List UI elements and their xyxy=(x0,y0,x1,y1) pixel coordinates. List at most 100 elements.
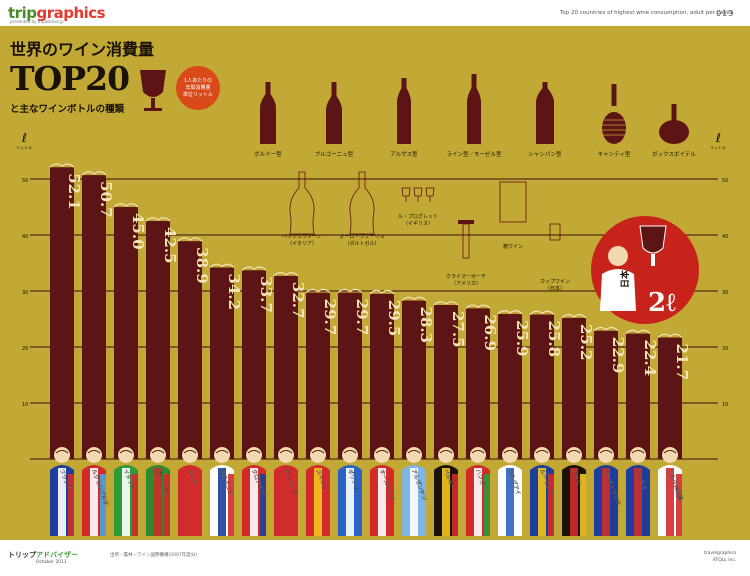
bar-cap xyxy=(497,310,523,315)
person-figure: マルタ共和国 xyxy=(658,447,685,536)
person-figure: スロベニア xyxy=(210,447,234,536)
corkscrew-icon xyxy=(458,220,474,224)
bar-cap xyxy=(529,310,555,315)
person-figure: オーストリア xyxy=(370,447,396,536)
y-tick-label: 40 xyxy=(22,234,28,240)
bar-item: 26.9 xyxy=(465,304,499,459)
face-icon xyxy=(470,447,486,463)
bar-value-label: 34.2 xyxy=(225,273,243,310)
person-figure: フランス xyxy=(50,447,74,536)
bar-item: 50.7 xyxy=(81,171,115,459)
alt-bottle-5: 箱ワイン xyxy=(499,181,527,250)
bar-cap xyxy=(465,304,491,309)
bar-cap xyxy=(305,288,331,294)
bar-item: 29.5 xyxy=(369,289,403,459)
chianti-bottle-icon xyxy=(611,84,617,106)
bar-value-label: 29.7 xyxy=(321,299,339,336)
alt-bottle-4: クライマーボーチ（アメリカ） xyxy=(446,220,486,287)
person-figure: スペイン xyxy=(306,447,330,536)
face-icon xyxy=(86,447,102,463)
glass-outline-icon xyxy=(425,187,435,197)
bar-item: 22.9 xyxy=(593,326,627,459)
bar xyxy=(242,270,266,459)
bar-cap xyxy=(113,203,139,208)
axis-unit-symbol-left: ℓ xyxy=(21,131,27,145)
bottle-1: ボルドー型 xyxy=(254,82,282,158)
bar xyxy=(594,330,618,459)
bar-item: 34.2 xyxy=(209,263,243,459)
person-figure: ギリシャ xyxy=(338,447,362,536)
bar xyxy=(466,308,490,459)
bar xyxy=(402,300,426,459)
bar-item: 52.1 xyxy=(49,163,83,460)
alt-bottle-label-sub: （アメリカ） xyxy=(451,281,481,287)
glass-outline-icon xyxy=(401,187,411,197)
bar-cap xyxy=(81,171,107,176)
bottle-types-row: ボルドー型 ブルゴーニュ型 アルザス型 ライン型／モーゼル型 シャンパン型 キャンティ型 ボ… xyxy=(254,74,696,158)
wine-bottle-icon xyxy=(536,82,554,144)
person-figure: スイス xyxy=(178,447,202,536)
bar-item: 33.7 xyxy=(241,266,275,459)
bar-cap xyxy=(49,163,75,168)
bar-item: 28.3 xyxy=(401,296,435,459)
japan-glass-icon xyxy=(639,225,667,254)
y-tick-label: 50 xyxy=(22,178,28,184)
face-icon xyxy=(182,447,198,463)
bar-item: 42.5 xyxy=(145,217,179,459)
bar-cap xyxy=(241,266,267,271)
y-tick-label-right: 20 xyxy=(722,346,728,352)
face-icon xyxy=(406,447,422,463)
bar-value-label: 27.5 xyxy=(449,311,467,348)
wine-glass-icon xyxy=(140,70,166,111)
face-icon xyxy=(534,447,550,463)
face-icon xyxy=(54,447,70,463)
y-tick-label-right: 50 xyxy=(722,178,728,184)
bottle-label: ボックスボイテル xyxy=(652,150,696,158)
japan-callout: 日本 2ℓ xyxy=(591,216,699,324)
bar-cap xyxy=(369,289,395,295)
footer-brand[interactable]: トリップアドバイザー xyxy=(8,551,78,559)
face-icon xyxy=(566,447,582,463)
bar-cap xyxy=(401,296,427,301)
y-tick-label-right: 40 xyxy=(722,234,728,240)
bar xyxy=(114,207,138,459)
bar-item: 25.9 xyxy=(497,310,531,459)
japan-label: 日本 xyxy=(619,269,631,288)
bar-value-label: 28.3 xyxy=(417,307,435,344)
bars-group: 52.1 50.7 45.0 42.5 38.9 34.2 33.7 32.7 29.7 29.7… xyxy=(49,163,691,460)
face-icon xyxy=(342,447,358,463)
person-figure: ポルトガル xyxy=(146,447,171,536)
bar-item: 25.8 xyxy=(529,310,563,459)
japan-body-icon xyxy=(600,269,636,311)
y-tick-label-right: 10 xyxy=(722,402,728,408)
face-icon xyxy=(246,447,262,463)
site-logo[interactable]: tripgraphics xyxy=(8,4,106,22)
alt-bottle-label-sub: （イギリス） xyxy=(403,221,433,227)
bar xyxy=(306,292,330,459)
y-tick-label-right: 30 xyxy=(722,290,728,296)
person-figure: ウルグアイ xyxy=(498,447,523,536)
bottle-6: キャンティ型 xyxy=(598,84,631,158)
person-figure: クロアチア xyxy=(242,447,266,536)
bar-value-label: 25.2 xyxy=(577,324,595,361)
bar-item: 25.2 xyxy=(561,314,595,459)
face-icon xyxy=(438,447,454,463)
bar xyxy=(562,317,586,459)
bar-item: 38.9 xyxy=(177,237,211,459)
bar-item: 22.4 xyxy=(625,329,659,459)
face-icon xyxy=(598,447,614,463)
face-icon xyxy=(214,447,230,463)
bar-item: 29.7 xyxy=(337,288,371,459)
outline-bottle-icon xyxy=(289,171,315,235)
alt-bottle-label-sub: （日本） xyxy=(545,285,565,292)
subtitle: と主なワインボトルの種類 xyxy=(10,104,125,115)
footer-date: October 2011 xyxy=(36,560,67,565)
header-caption: Top 20 countries of highest wine consump… xyxy=(560,10,734,16)
bar-value-label: 32.7 xyxy=(289,282,307,319)
bar xyxy=(370,293,394,459)
wine-bottle-icon xyxy=(397,78,411,144)
alt-bottle-label: 箱ワイン xyxy=(503,243,523,250)
person-figure: アルゼンチン xyxy=(402,447,429,536)
bar-cap xyxy=(145,217,171,222)
